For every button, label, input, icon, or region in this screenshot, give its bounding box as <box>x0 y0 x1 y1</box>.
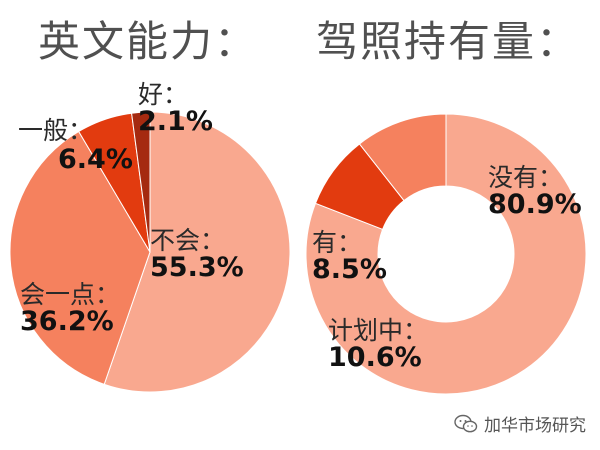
watermark-text: 加华市场研究 <box>484 416 586 436</box>
label-english-average: 一般： <box>18 116 94 145</box>
english-pie-slice-0 <box>103 111 291 393</box>
label-name: 没有： <box>488 163 564 192</box>
license-donut-slice-2 <box>358 113 447 202</box>
label-name: 会一点： <box>20 280 121 309</box>
label-english-little: 会一点： 36.2% <box>20 280 121 338</box>
license-donut-slice-0 <box>305 113 587 395</box>
label-name: 计划中： <box>328 316 429 345</box>
label-license-planned: 计划中： 10.6% <box>328 316 429 374</box>
label-license-no: 没有： 80.9% <box>488 163 582 221</box>
label-value: 55.3% <box>150 252 244 284</box>
label-english-none: 不会： 55.3% <box>150 226 244 284</box>
chart-title-license: 驾照持有量： <box>316 17 581 66</box>
watermark: 加华市场研究 <box>454 411 586 436</box>
label-value: 6.4% <box>58 144 133 175</box>
label-english-good: 好： 2.1% <box>138 80 213 138</box>
label-name: 好： <box>138 80 189 109</box>
english-pie-slice-3 <box>131 111 151 253</box>
label-name: 有： <box>312 228 363 257</box>
label-value: 36.2% <box>20 306 114 338</box>
label-value: 2.1% <box>138 106 213 138</box>
label-english-average-value: 6.4% <box>58 144 133 175</box>
label-value: 80.9% <box>488 189 582 221</box>
label-name: 不会： <box>150 226 226 255</box>
label-name: 一般： <box>18 116 94 145</box>
label-license-yes: 有： 8.5% <box>312 228 387 286</box>
english-pie-slice-1 <box>9 130 151 385</box>
chart-title-english: 英文能力： <box>38 17 259 66</box>
label-value: 8.5% <box>312 254 387 286</box>
label-value: 10.6% <box>328 342 422 374</box>
wechat-icon <box>454 414 478 432</box>
